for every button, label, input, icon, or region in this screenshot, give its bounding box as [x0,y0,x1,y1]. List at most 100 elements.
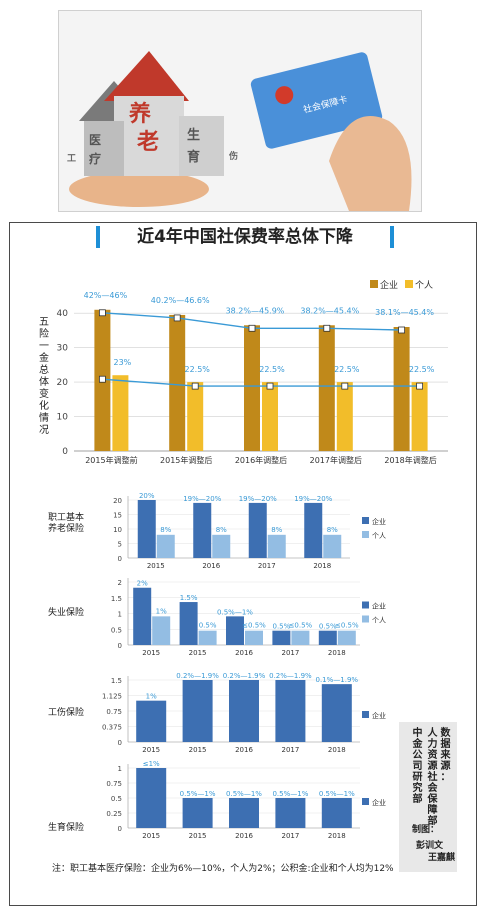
subchart-legend-label: 企业 [372,711,386,720]
subchart-ytick-label: 1 [118,611,122,619]
main-xtick-label: 2015年调整前 [85,455,137,465]
main-individual-label: 22.5% [184,365,210,374]
main-ylabel-char: 五 [39,317,49,328]
subchart-ytick-label: 0 [118,555,122,563]
house-char-3: 疗 [89,151,101,166]
header-illustration: 养 老 医 疗 生 育 工 伤 社会保障卡 [59,11,421,211]
subchart-ytick-label: 20 [113,497,122,505]
subchart-individual-label: ≤0.5% [335,622,359,630]
subchart-enterprise-label: 0.2%—1.9% [176,672,219,680]
subchart-bar-enterprise [182,798,213,828]
subchart-enterprise-label: 0.5%—1% [217,608,253,616]
subchart-legend-label: 企业 [372,798,386,807]
subchart-bar-enterprise [229,798,259,828]
subchart-ytick-label: 15 [113,512,122,520]
subchart-row-label: 养老保险 [48,522,84,534]
subchart-ytick-label: 2 [118,579,122,587]
subchart-ytick-label: 0.25 [106,810,122,818]
subchart-enterprise-label: 0.2%—1.9% [223,672,266,680]
legend-label-enterprise: 企业 [380,279,398,291]
subchart-enterprise-label: 0.1%—1.9% [316,676,359,684]
main-ylabel-char: 情 [39,413,49,424]
subchart-xtick-label: 2016 [235,746,253,754]
subchart-enterprise-label: 0.5% [273,623,291,631]
main-ylabel-char: 总 [39,365,49,376]
page-title: 近4年中国社保费率总体下降 [100,224,390,250]
subchart-bar-enterprise [229,680,259,742]
subchart-row-label: 职工基本 [48,511,84,523]
subchart-xtick-label: 2018 [328,746,346,754]
subchart-ytick-label: 0 [118,825,122,833]
main-bar-enterprise [244,325,260,451]
main-xtick-label: 2016年调整后 [235,455,287,465]
header-photo: 养 老 医 疗 生 育 工 伤 社会保障卡 [58,10,422,212]
legend-swatch-individual [405,280,413,288]
subchart-bar-individual [245,630,263,645]
main-xtick-label: 2018年调整后 [384,455,436,465]
main-trend-marker [191,382,199,390]
subchart-bar-enterprise [182,680,213,742]
main-chart-ylabel: 五险一金总体变化情况 [38,317,50,437]
subchart-enterprise-label: 0.5%—1% [226,790,262,798]
subchart-ytick-label: 10 [113,526,122,534]
house-char-4: 生 [187,127,200,143]
main-bar-enterprise [169,314,186,451]
subchart-enterprise-label: 0.5%—1% [319,790,355,798]
source-line: 人力资源社会保障部 [427,728,438,827]
main-bar-individual [187,382,204,451]
subchart-enterprise-label: 19%—20% [294,495,332,503]
credit-label: 制图： [412,825,440,835]
subchart-row-label: 失业保险 [48,606,84,618]
main-ytick-label: 20 [57,378,69,388]
main-bar-individual [411,382,428,451]
main-enterprise-label: 40.2%—46.6% [151,296,210,305]
subchart-enterprise-label: 0.2%—1.9% [269,672,312,680]
subchart-enterprise-label: 1.5% [180,594,198,602]
footnote: 注：职工基本医疗保险：企业为6%—10%，个人为2%；公积金:企业和个人均为12… [52,864,394,874]
main-bar-individual [262,382,278,451]
title-accent-right [386,226,394,248]
subchart-enterprise-label: 0.5%—1% [180,790,216,798]
main-trend-marker [398,326,406,334]
subchart-enterprise-label: 0.5%—1% [272,790,308,798]
subchart-ytick-label: 1.5 [111,595,122,603]
subchart-bar-enterprise [179,602,198,645]
subchart-xtick-label: 2016 [202,562,220,570]
subchart-bar-enterprise [136,700,167,742]
subchart-legend-swatch [362,798,369,805]
subchart-ytick-label: 0.5 [111,795,122,803]
subchart-bar-enterprise [275,680,306,742]
main-ytick-label: 10 [57,413,69,423]
house-char-0: 养 [128,101,151,127]
subchart-ytick-label: 0 [118,642,122,650]
main-bar-enterprise [318,325,335,451]
house-char-6: 工 [67,153,76,164]
subchart-bar-enterprise [226,616,244,645]
subchart-bar-individual [323,534,342,558]
subchart-bar-individual [198,630,217,645]
subchart-enterprise-label: 0.5% [319,623,337,631]
subchart-legend-label: 企业 [372,517,386,526]
right-hand [329,116,412,211]
subchart-xtick-label: 2018 [313,562,331,570]
subchart-xtick-label: 2016 [235,649,253,657]
subchart-bar-individual [212,534,231,558]
subchart-xtick-label: 2015 [147,562,165,570]
house-char-7: 伤 [228,150,238,162]
subchart-bar-individual [337,630,356,645]
subchart-xtick-label: 2016 [235,832,253,840]
subchart-xtick-label: 2015 [142,832,160,840]
subchart-individual-label: ≤0.5% [242,622,266,630]
subchart-xtick-label: 2017 [281,746,299,754]
main-trend-marker [341,382,349,390]
left-hand [69,171,209,207]
subchart-row-label: 生育保险 [48,821,84,833]
main-trend-line-individual [102,378,420,387]
subchart-individual-label: 8% [216,526,227,534]
main-bar-individual [336,382,353,451]
subchart-individual-label: 1% [156,607,167,615]
main-trend-marker [416,382,424,390]
main-enterprise-label: 42%—46% [84,291,128,300]
subchart-xtick-label: 2015 [142,649,160,657]
subchart-bar-individual [152,616,171,645]
